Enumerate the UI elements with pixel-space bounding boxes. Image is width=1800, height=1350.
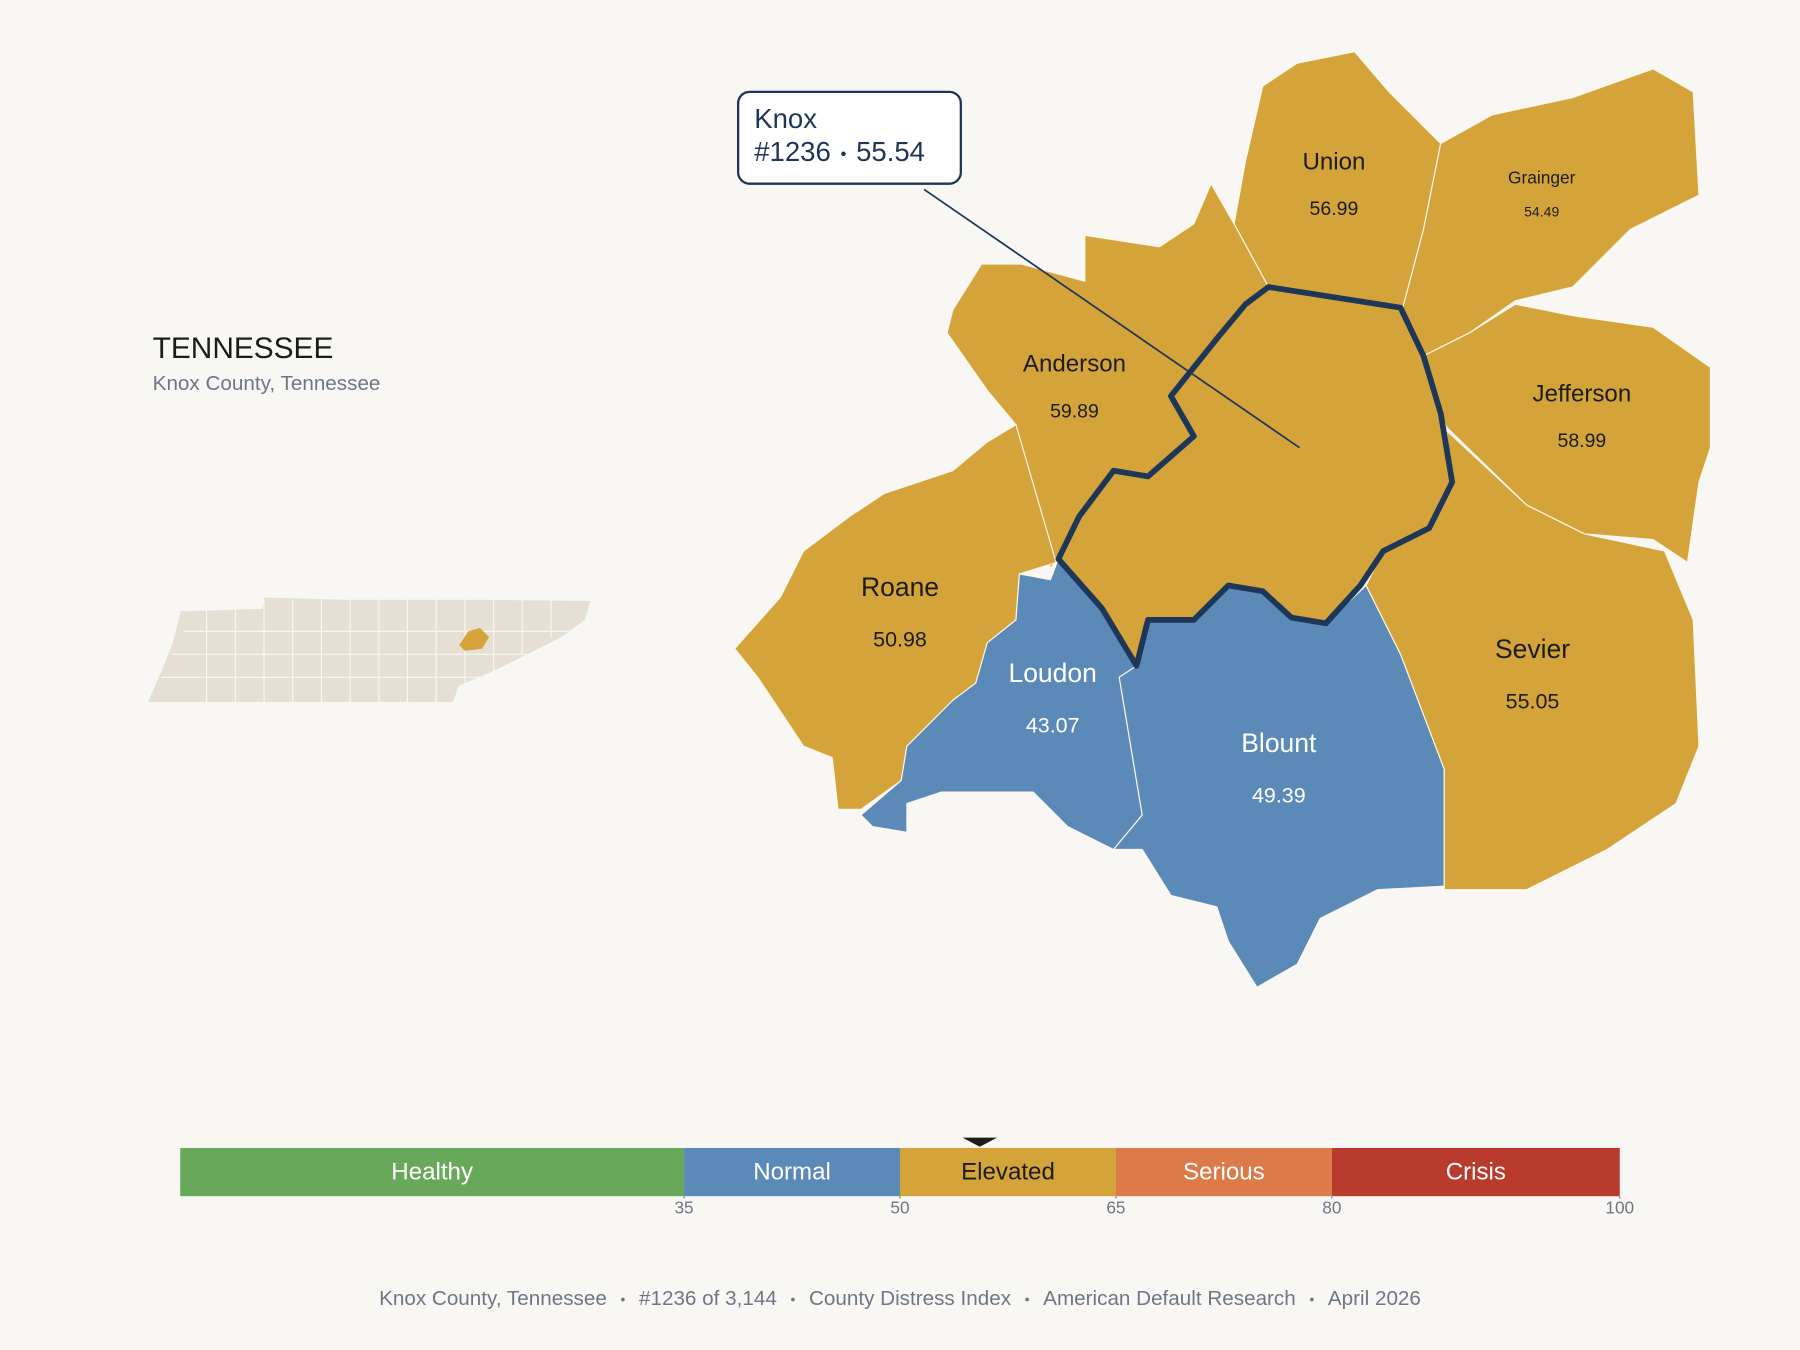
county-value: 50.98 xyxy=(873,627,927,651)
county-name: Loudon xyxy=(1008,658,1096,688)
county-value: 54.49 xyxy=(1524,204,1559,220)
county-value: 59.89 xyxy=(1050,400,1099,422)
separator xyxy=(621,1297,625,1302)
footer-item: April 2026 xyxy=(1328,1287,1421,1310)
separator xyxy=(1309,1297,1314,1302)
separator xyxy=(791,1297,795,1302)
band-label: Serious xyxy=(1183,1159,1265,1186)
scale-band xyxy=(900,1147,1116,1197)
callout-rank: #1236 xyxy=(754,136,831,167)
county-value: 49.39 xyxy=(1252,783,1306,807)
callout-leader xyxy=(923,188,1300,449)
band-label: Elevated xyxy=(961,1159,1055,1186)
separator xyxy=(1025,1297,1029,1302)
tick-label: 80 xyxy=(1322,1197,1341,1217)
scale-band xyxy=(684,1147,900,1197)
state-shape xyxy=(146,596,592,704)
county-value: 55.05 xyxy=(1506,689,1560,713)
tick-label: 100 xyxy=(1605,1197,1634,1217)
county-value: 58.99 xyxy=(1557,430,1606,452)
scale-band xyxy=(180,1147,685,1197)
state-title: TENNESSEE xyxy=(153,332,334,365)
tick-label: 50 xyxy=(890,1197,909,1217)
subtitle: Knox County, Tennessee xyxy=(153,372,381,395)
county[interactable] xyxy=(1422,303,1712,564)
county-name: Jefferson xyxy=(1533,380,1632,407)
tick-label: 65 xyxy=(1106,1197,1125,1217)
footer-item: American Default Research xyxy=(1043,1287,1296,1310)
callout-box xyxy=(736,90,962,185)
county-name: Union xyxy=(1302,148,1365,175)
separator xyxy=(841,151,846,157)
callout-name: Knox xyxy=(754,103,817,134)
footer-item: County Distress Index xyxy=(809,1287,1012,1310)
state-inset xyxy=(146,596,592,704)
county-name: Sevier xyxy=(1495,634,1570,664)
legend-scale: Healthy Normal Elevated Serious Crisis 35 50 65… xyxy=(180,1137,1634,1217)
footer: Knox County, Tennessee #1236 of 3,144 Coun… xyxy=(379,1287,1421,1310)
tick-label: 35 xyxy=(674,1197,693,1217)
county-name: Roane xyxy=(861,572,939,602)
band-label: Normal xyxy=(753,1159,831,1186)
county-name: Anderson xyxy=(1023,350,1126,377)
inset-highlight xyxy=(459,627,490,651)
scale-band xyxy=(1115,1147,1332,1197)
county-labels: Union 56.99 Grainger 54.49 Anderson 59.89 Jeff… xyxy=(861,148,1631,807)
county-value: 43.07 xyxy=(1026,713,1080,737)
band-label: Crisis xyxy=(1446,1159,1506,1186)
county-value: 56.99 xyxy=(1310,198,1359,220)
county-name: Grainger xyxy=(1508,168,1576,188)
band-label: Healthy xyxy=(391,1159,473,1186)
county-name: Blount xyxy=(1241,728,1317,758)
callout-value: 55.54 xyxy=(856,136,925,167)
footer-item: #1236 of 3,144 xyxy=(639,1287,777,1310)
county-layer xyxy=(733,51,1712,989)
footer-item: Knox County, Tennessee xyxy=(379,1287,607,1310)
scale-band xyxy=(1331,1147,1620,1197)
highlighted-county[interactable] xyxy=(1055,284,1456,669)
value-marker xyxy=(962,1137,997,1147)
